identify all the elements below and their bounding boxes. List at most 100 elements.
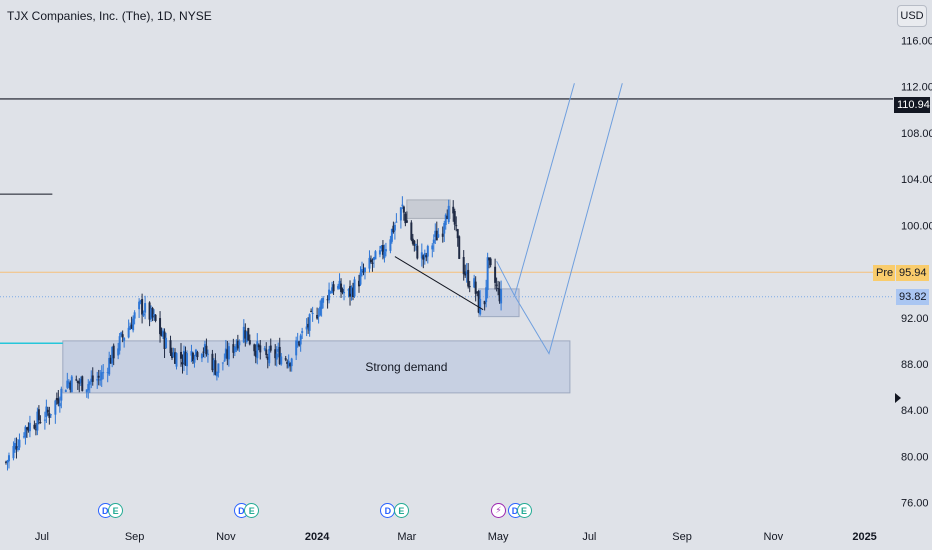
candle-body	[453, 211, 456, 225]
candle-body	[392, 225, 395, 233]
candle-body	[7, 455, 10, 462]
candle-body	[34, 429, 37, 431]
candle-body	[254, 350, 257, 357]
candle-body	[317, 315, 320, 317]
candle-body	[99, 378, 102, 381]
candle-body	[224, 348, 227, 359]
candle-body	[223, 360, 226, 362]
time-axis-panel	[0, 520, 932, 550]
candle-body	[498, 288, 501, 302]
candle-body	[500, 289, 503, 304]
candle-body	[118, 336, 121, 351]
candle-body	[464, 271, 467, 276]
candle-body	[81, 376, 84, 391]
candle-body	[340, 283, 343, 292]
candle-body	[278, 346, 281, 364]
candle-body	[268, 348, 271, 364]
candle-body	[15, 446, 18, 450]
candle-body	[307, 323, 310, 328]
candle-body	[235, 343, 238, 350]
candle-body	[182, 350, 185, 363]
candle-body	[265, 349, 268, 356]
time-tick-label: Sep	[125, 531, 145, 543]
candle-body	[444, 214, 447, 225]
candle-body	[120, 332, 123, 336]
candle-body	[211, 353, 214, 371]
candle-body	[212, 359, 215, 369]
candle-body	[67, 381, 70, 384]
candle-body	[160, 331, 163, 336]
price-tick-label: 88.00	[901, 359, 929, 371]
candle-body	[422, 255, 425, 260]
candle-body	[404, 213, 407, 224]
candle-body	[64, 390, 67, 392]
price-tick-label: 108.00	[901, 128, 932, 140]
candle-body	[151, 308, 154, 318]
demand-zone-label: Strong demand	[365, 360, 447, 374]
candle-body	[257, 344, 260, 348]
candle-body	[90, 378, 93, 382]
candle-body	[185, 353, 188, 367]
price-tick-label: 92.00	[901, 313, 929, 325]
candle-body	[381, 245, 384, 255]
candle-body	[196, 352, 199, 358]
earnings-event-icon[interactable]: E	[108, 503, 124, 518]
price-tick-label: 100.00	[901, 220, 932, 232]
currency-button[interactable]: USD	[897, 5, 927, 27]
candle-body	[43, 419, 46, 421]
candle-body	[263, 348, 266, 350]
candle-body	[290, 358, 293, 367]
candle-body	[48, 413, 51, 418]
time-tick-label: Jul	[35, 531, 49, 543]
demand-zone	[62, 340, 571, 394]
candle-body	[338, 280, 341, 289]
time-tick-label: 2025	[852, 531, 876, 543]
candle-body	[206, 353, 209, 355]
earnings-event-icon[interactable]: E	[516, 503, 532, 518]
candle-body	[181, 362, 184, 365]
candle-body	[347, 289, 350, 291]
candle-body	[162, 330, 165, 337]
candle-body	[33, 424, 36, 429]
candle-body	[380, 245, 383, 249]
candle-body	[483, 300, 486, 305]
candle-body	[184, 352, 187, 366]
candle-body	[322, 297, 325, 303]
candle-body	[289, 363, 292, 367]
time-tick-label: Mar	[397, 531, 416, 543]
earnings-event-icon[interactable]: E	[393, 503, 409, 518]
candle-body	[308, 314, 311, 331]
scroll-right-arrow-icon[interactable]	[895, 393, 901, 403]
pre-market-label: Pre	[873, 265, 895, 281]
candle-body	[326, 299, 329, 301]
candle-body	[435, 230, 438, 241]
candle-body	[60, 388, 63, 401]
candle-body	[295, 340, 298, 356]
candle-body	[363, 267, 366, 273]
earnings-event-icon[interactable]: E	[244, 503, 260, 518]
candle-body	[476, 291, 479, 293]
candle-body	[163, 331, 166, 349]
candle-body	[121, 334, 124, 338]
candle-body	[191, 352, 194, 361]
candle-body	[133, 312, 136, 319]
candle-body	[301, 331, 304, 333]
candle-body	[305, 326, 308, 330]
time-tick-label: Nov	[764, 531, 784, 543]
split-event-icon[interactable]: ⚡	[491, 503, 507, 518]
symbol-title: TJX Companies, Inc. (The), 1D, NYSE	[7, 9, 212, 23]
candle-body	[277, 348, 280, 352]
candle-body	[393, 224, 396, 231]
candle-body	[467, 269, 470, 287]
candle-body	[413, 240, 416, 246]
candle-body	[446, 215, 449, 219]
candle-body	[465, 271, 468, 274]
candle-body	[144, 303, 147, 313]
candles	[4, 196, 503, 471]
candle-body	[286, 361, 289, 364]
candle-body	[37, 409, 40, 421]
candle-body	[280, 356, 283, 365]
candle-body	[49, 414, 52, 416]
candle-body	[193, 359, 196, 363]
